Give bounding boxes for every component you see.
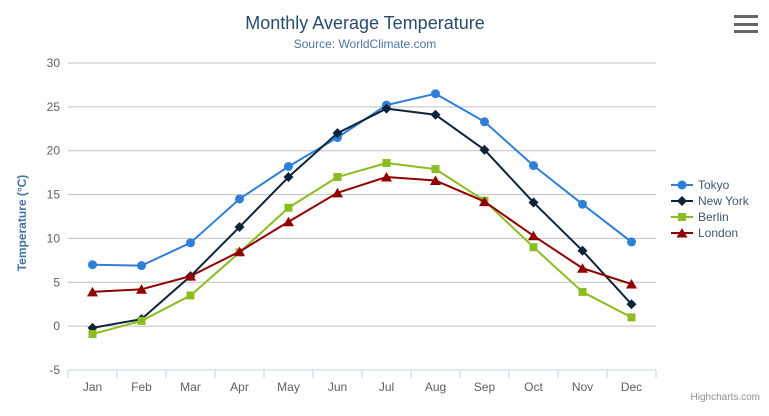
y-axis-tick-label: 25 (47, 100, 61, 114)
chart-subtitle: Source: WorldClimate.com (293, 37, 437, 51)
data-point-new-york[interactable] (479, 144, 490, 155)
series-line-new-york (91, 107, 633, 329)
legend-item-label: London (698, 226, 739, 240)
data-point-berlin[interactable] (578, 287, 587, 296)
data-point-new-york[interactable] (283, 172, 294, 183)
data-point-london[interactable] (283, 216, 294, 227)
data-point-berlin[interactable] (88, 330, 97, 339)
data-point-london[interactable] (577, 263, 588, 273)
data-point-tokyo[interactable] (431, 89, 440, 99)
data-point-new-york[interactable] (234, 222, 245, 233)
x-axis-label: Feb (131, 380, 152, 394)
data-point-berlin[interactable] (333, 173, 342, 182)
series-line-london (91, 176, 633, 293)
data-point-london[interactable] (479, 196, 490, 207)
london-series-marker-icon (671, 228, 693, 238)
series-line-tokyo (91, 92, 633, 267)
data-point-tokyo[interactable] (627, 237, 636, 247)
chart-title: Monthly Average Temperature (245, 13, 485, 33)
data-point-london[interactable] (528, 230, 539, 241)
data-point-berlin[interactable] (284, 203, 293, 212)
x-axis-label: Jan (83, 380, 102, 394)
series-line-berlin (91, 161, 633, 336)
legend-item-london[interactable]: London (671, 225, 749, 241)
context-menu-button[interactable] (733, 13, 759, 35)
data-point-berlin[interactable] (431, 165, 440, 174)
data-point-london[interactable] (332, 187, 343, 198)
data-point-berlin[interactable] (529, 243, 538, 252)
data-point-london[interactable] (626, 279, 637, 289)
data-point-berlin[interactable] (137, 316, 146, 325)
data-point-tokyo[interactable] (137, 261, 146, 271)
data-point-berlin[interactable] (186, 291, 195, 300)
data-point-new-york[interactable] (528, 197, 539, 208)
berlin-series-marker-icon (671, 213, 693, 221)
x-axis-label: Oct (524, 380, 543, 394)
legend-item-label: Berlin (698, 210, 729, 224)
x-axis-label: Nov (572, 380, 593, 394)
legend-item-berlin[interactable]: Berlin (671, 209, 749, 225)
hamburger-menu-icon (734, 30, 758, 33)
y-axis-tick-label: 20 (47, 144, 61, 158)
data-point-tokyo[interactable] (235, 194, 244, 204)
legend-item-label: New York (698, 194, 749, 208)
y-axis-tick-label: -5 (49, 363, 60, 377)
data-point-berlin[interactable] (627, 313, 636, 322)
data-point-london[interactable] (381, 172, 392, 182)
y-axis-title: Temperature (°C) (15, 174, 29, 272)
data-point-new-york[interactable] (577, 245, 588, 256)
x-axis-label: Dec (621, 380, 642, 394)
x-axis-label: Mar (180, 380, 201, 394)
data-point-tokyo[interactable] (529, 161, 538, 171)
data-point-tokyo[interactable] (284, 162, 293, 172)
data-point-new-york[interactable] (332, 128, 343, 139)
data-point-new-york[interactable] (626, 299, 637, 310)
x-axis-label: Sep (474, 380, 496, 394)
x-axis-label: Jun (328, 380, 347, 394)
credits-link[interactable]: Highcharts.com (690, 392, 760, 403)
x-axis-label: Jul (379, 380, 394, 394)
legend-item-tokyo[interactable]: Tokyo (671, 177, 749, 193)
y-axis-tick-label: 30 (47, 56, 61, 70)
data-point-tokyo[interactable] (578, 199, 587, 209)
data-point-tokyo[interactable] (88, 260, 97, 270)
data-point-london[interactable] (234, 246, 245, 257)
data-point-london[interactable] (185, 271, 196, 281)
legend: Tokyo New York Berlin London (671, 177, 749, 241)
x-axis-label: Apr (230, 380, 249, 394)
data-point-tokyo[interactable] (480, 117, 489, 127)
y-axis-tick-label: 15 (47, 188, 61, 202)
legend-item-label: Tokyo (698, 178, 730, 192)
legend-marker[interactable] (677, 196, 687, 206)
data-point-new-york[interactable] (381, 103, 392, 114)
x-axis-label: Aug (425, 380, 446, 394)
legend-marker[interactable] (678, 213, 686, 221)
x-axis-label: May (277, 380, 300, 394)
new-york-series-marker-icon (671, 196, 693, 206)
legend-marker[interactable] (677, 180, 687, 190)
data-point-berlin[interactable] (382, 158, 391, 167)
data-point-london[interactable] (430, 175, 441, 186)
hamburger-menu-icon (734, 22, 758, 26)
legend-marker[interactable] (676, 228, 688, 238)
data-point-tokyo[interactable] (186, 238, 195, 248)
legend-item-new-york[interactable]: New York (671, 193, 749, 209)
data-point-london[interactable] (87, 286, 98, 297)
y-axis-tick-label: 10 (47, 231, 61, 245)
data-point-london[interactable] (136, 284, 147, 294)
tokyo-series-marker-icon (671, 180, 693, 190)
y-axis-tick-label: 0 (53, 319, 60, 333)
y-axis-tick-label: 5 (53, 275, 60, 289)
hamburger-menu-icon (734, 15, 758, 18)
data-point-new-york[interactable] (430, 109, 441, 120)
